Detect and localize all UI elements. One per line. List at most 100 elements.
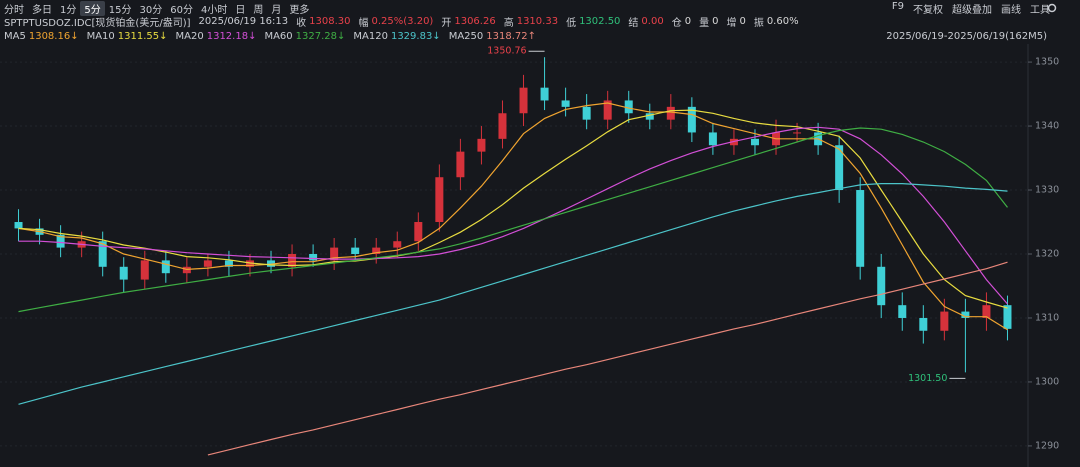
field-value: 0 — [739, 16, 746, 27]
ma-name: MA10 — [86, 31, 115, 42]
y-tick-label: 1300 — [1035, 376, 1059, 387]
tab[interactable]: 日 — [235, 4, 246, 16]
candle-body — [687, 106, 696, 133]
tab[interactable]: 15分 — [108, 4, 132, 16]
y-tick-label: 1290 — [1035, 440, 1059, 451]
candle-body — [456, 151, 465, 178]
tab[interactable]: 月 — [271, 4, 282, 16]
candle-body — [519, 87, 528, 114]
candle-body — [309, 254, 318, 261]
ma-line — [18, 126, 1008, 305]
candle-body — [877, 266, 886, 306]
ma-value: 1308.16↓ — [28, 31, 79, 42]
chart: 1290 1300 1310 1320 1330 1340 1350 1350.76 1301.… — [0, 44, 1059, 467]
candle-body — [393, 241, 402, 248]
quote-row: SPTPTUSDOZ.IDC[现货铂金(美元/盎司)] 2025/06/19 1… — [0, 14, 1080, 29]
candle-body — [982, 305, 991, 318]
candle-body — [288, 254, 297, 267]
ma-value: 1327.28↓ — [295, 31, 346, 42]
candle-body — [729, 138, 738, 146]
tab[interactable]: 4小时 — [200, 4, 228, 16]
tab[interactable]: 多日 — [32, 4, 52, 16]
tab[interactable]: 1分 — [60, 4, 77, 16]
field-label: 结 — [628, 18, 639, 29]
field-value: 1310.33 — [516, 16, 559, 27]
y-tick-label: 1330 — [1035, 185, 1059, 196]
candle-body — [14, 222, 23, 229]
ma-line — [18, 127, 1008, 313]
ma-name: MA120 — [353, 31, 388, 42]
ma-name: MA250 — [448, 31, 484, 42]
tool[interactable]: 不复权 — [913, 4, 943, 16]
ma-name: MA60 — [264, 31, 293, 42]
settings-icon[interactable] — [1046, 3, 1058, 13]
field-label: 振 — [753, 18, 764, 29]
y-tick-label: 1310 — [1035, 312, 1059, 323]
field-value: 0 — [712, 16, 719, 27]
candle-body — [540, 87, 549, 101]
field-value: 0.60% — [766, 16, 799, 27]
field-label: 高 — [503, 18, 514, 29]
candle-body — [961, 311, 970, 318]
candle-body — [750, 138, 759, 146]
field-value: 0.25%(3.20) — [371, 16, 434, 27]
low-label: 1301.50 — [908, 373, 947, 384]
candle-body — [119, 266, 128, 280]
field-value: 0.00 — [641, 16, 664, 27]
field-label: 量 — [699, 18, 710, 29]
y-tick-label: 1340 — [1035, 121, 1059, 132]
ma-legend: MA5 1308.16↓ MA10 1311.55↓ MA20 1312.18↓ MA60 1… — [0, 29, 1080, 44]
candle-body — [498, 113, 507, 139]
tabs: 分时 多日 1分 5分 15分 30分 60分 4小时日周月更多 — [0, 0, 313, 16]
field-label: 仓 — [671, 18, 682, 29]
candle-body — [793, 132, 802, 134]
tab[interactable]: 周 — [253, 4, 264, 16]
candle-body — [414, 222, 423, 242]
ma-value: 1311.55↓ — [117, 31, 168, 42]
tool[interactable]: F9 — [891, 0, 904, 12]
candle-body — [435, 177, 444, 223]
candle-body — [351, 247, 360, 254]
tools: F9 不复权 超级叠加 画线 工具 — [892, 1, 1080, 16]
ma-line — [18, 102, 1008, 331]
tool[interactable]: 超级叠加 — [952, 4, 992, 16]
field-label: 幅 — [358, 18, 369, 29]
y-tick-label: 1320 — [1035, 249, 1059, 260]
field-value: 0 — [684, 16, 692, 27]
ma-list: MA5 1308.16↓ MA10 1311.55↓ MA20 1312.18↓ MA60 1… — [0, 31, 544, 42]
field-label: 开 — [441, 18, 452, 29]
tab[interactable]: 分时 — [4, 4, 24, 16]
candle-body — [161, 260, 170, 274]
field-label: 收 — [296, 18, 307, 29]
candle-body — [645, 113, 654, 120]
y-tick-label: 1350 — [1035, 57, 1059, 68]
candle-body — [835, 145, 844, 191]
ma-value: 1318.72↑ — [486, 31, 536, 42]
tab[interactable]: 5分 — [80, 0, 105, 16]
candle-body — [372, 247, 381, 254]
field-value: 1306.26 — [454, 16, 496, 27]
candle-body — [708, 132, 717, 146]
candle-body — [582, 106, 591, 120]
tool[interactable]: 画线 — [1001, 4, 1021, 16]
candle-body — [940, 311, 949, 331]
candle-body — [666, 106, 675, 120]
high-label: 1350.76 — [487, 46, 526, 57]
candle-body — [56, 234, 65, 248]
toolbar: 分时 多日 1分 5分 15分 30分 60分 4小时日周月更多 F9 不复权 超级叠加 画线 工具 — [0, 0, 1080, 16]
tab[interactable]: 30分 — [139, 4, 163, 16]
candle-body — [919, 317, 928, 331]
candle-body — [477, 138, 486, 152]
field-value: 1308.30 — [309, 16, 351, 27]
tab[interactable]: 60分 — [170, 4, 193, 16]
candle-body — [898, 305, 907, 318]
tool[interactable]: 工具 — [1030, 4, 1050, 16]
ma-name: MA20 — [175, 31, 204, 42]
candle-body — [1003, 305, 1012, 329]
tab[interactable]: 更多 — [289, 4, 310, 16]
candle-body — [224, 260, 233, 267]
field-value: 1302.50 — [579, 16, 621, 27]
ma-value: 1329.83↓ — [390, 31, 441, 42]
candle-body — [856, 190, 865, 267]
